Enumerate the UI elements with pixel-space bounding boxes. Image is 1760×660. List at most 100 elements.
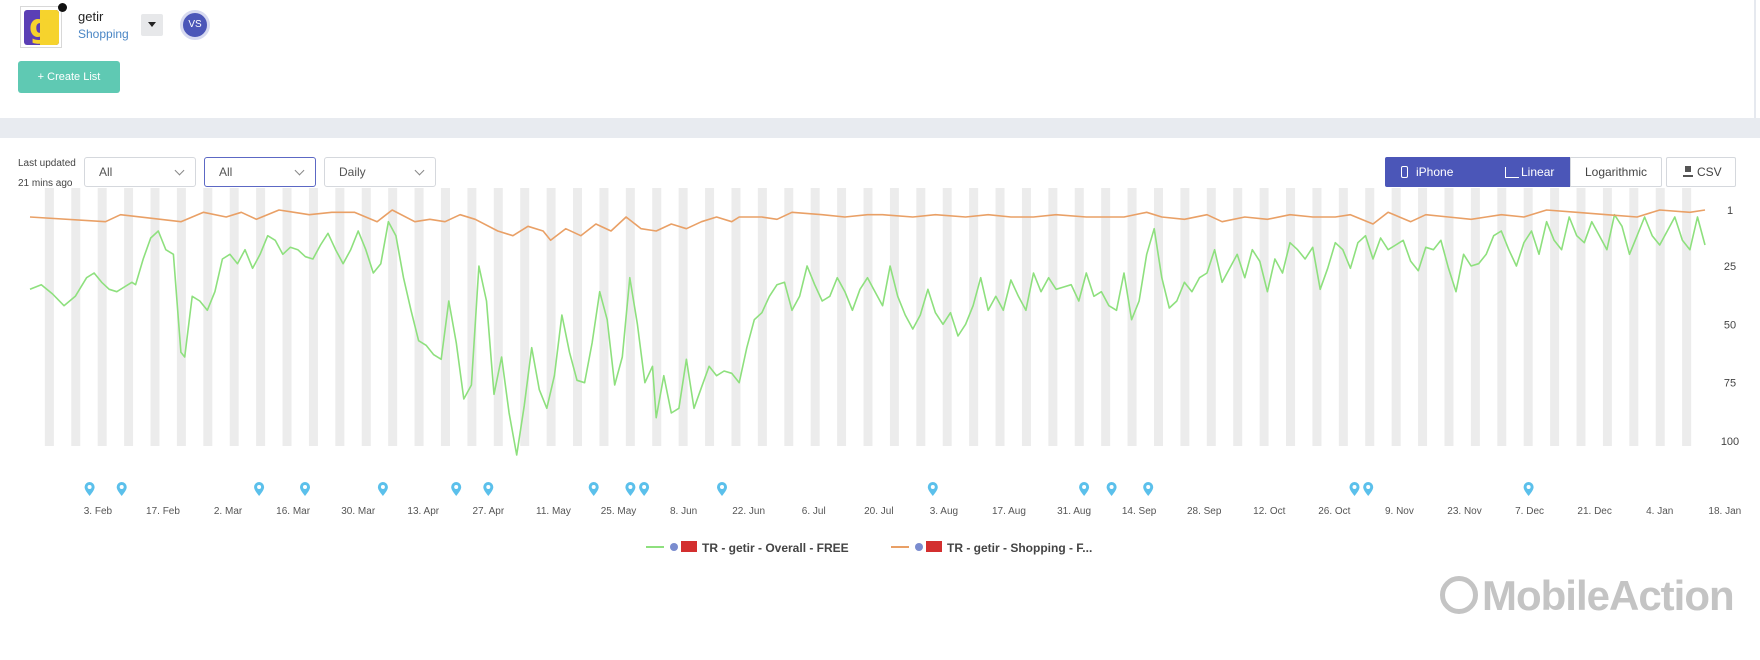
device-label: iPhone <box>1416 165 1454 179</box>
weekend-band <box>889 188 899 446</box>
weekend-band <box>1523 188 1533 446</box>
event-marker <box>254 482 265 496</box>
app-header-card: g getir Shopping VS + Create List <box>0 0 1756 118</box>
csv-export-button[interactable]: CSV <box>1666 157 1736 187</box>
weekend-band <box>388 188 398 446</box>
category-select-value: All <box>219 165 233 179</box>
marker-dot <box>628 485 633 489</box>
x-tick-label: 7. Dec <box>1515 506 1544 517</box>
x-tick-label: 26. Oct <box>1318 506 1350 517</box>
marker-dot <box>1366 485 1371 489</box>
x-tick-label: 25. May <box>601 506 637 517</box>
app-category[interactable]: Shopping <box>78 27 129 41</box>
weekend-band <box>995 188 1005 446</box>
x-tick-label: 28. Sep <box>1187 506 1222 517</box>
country-select[interactable]: All <box>84 157 196 187</box>
create-list-button[interactable]: + Create List <box>18 61 120 93</box>
turkey-flag-icon <box>681 541 697 552</box>
marker-dot <box>486 485 491 489</box>
weekend-band <box>124 188 134 446</box>
weekend-band <box>176 188 186 446</box>
chart-panel: Last updated 21 mins ago All All Daily i… <box>0 138 1756 558</box>
marker-dot <box>930 485 935 489</box>
event-marker <box>1349 482 1360 496</box>
weekend-band <box>1338 188 1348 446</box>
y-tick-label: 50 <box>1724 319 1736 331</box>
weekend-band <box>1655 188 1665 446</box>
app-icon[interactable]: g <box>20 3 67 48</box>
linear-scale-button[interactable]: Linear <box>1488 157 1570 187</box>
weekend-band <box>573 188 583 446</box>
weekend-band <box>308 188 318 446</box>
x-tick-label: 12. Oct <box>1253 506 1285 517</box>
weekend-band <box>1206 188 1216 446</box>
weekend-band <box>599 188 609 446</box>
weekend-band <box>440 188 450 446</box>
y-tick-label: 100 <box>1721 436 1739 448</box>
weekend-band <box>1418 188 1428 446</box>
weekend-band <box>282 188 292 446</box>
marker-dot <box>1109 485 1114 489</box>
marker-dot <box>303 485 307 489</box>
x-tick-label: 6. Jul <box>802 506 826 517</box>
weekend-band <box>916 188 926 446</box>
weekend-band <box>1180 188 1190 446</box>
category-select[interactable]: All <box>204 157 316 187</box>
event-marker <box>377 482 388 496</box>
x-tick-label: 17. Aug <box>992 506 1026 517</box>
app-dropdown-button[interactable] <box>141 14 163 36</box>
event-marker <box>84 482 95 496</box>
x-tick-label: 17. Feb <box>146 506 180 517</box>
weekend-band <box>1470 188 1480 446</box>
event-marker <box>483 482 494 496</box>
weekend-band <box>256 188 266 446</box>
app-name[interactable]: getir <box>78 9 104 24</box>
event-marker <box>639 482 650 496</box>
event-marker <box>1523 482 1534 496</box>
weekend-band <box>467 188 477 446</box>
weekend-band <box>335 188 345 446</box>
event-marker <box>451 482 462 496</box>
y-tick-label: 25 <box>1724 261 1736 273</box>
marker-dot <box>1146 485 1151 489</box>
logarithmic-scale-button[interactable]: Logarithmic <box>1570 157 1662 187</box>
weekend-band <box>652 188 662 446</box>
rank-history-chart: 1 25 50 75 100 3. Feb 17. Feb 2. Mar 16. Mar 30. … <box>29 188 1741 555</box>
vs-compare-button[interactable]: VS <box>180 10 210 40</box>
weekend-band <box>1391 188 1401 446</box>
marker-dot <box>1082 485 1087 489</box>
mobileaction-watermark: MobileAction <box>1438 568 1738 624</box>
rocket-logo-icon <box>1440 576 1478 614</box>
weekend-band <box>1048 188 1058 446</box>
weekend-band <box>863 188 873 446</box>
x-tick-label: 18. Jan <box>1708 506 1741 517</box>
x-tick-label: 8. Jun <box>670 506 697 517</box>
x-tick-label: 31. Aug <box>1057 506 1091 517</box>
csv-label: CSV <box>1697 165 1722 179</box>
brand-text: MobileAction <box>1482 572 1735 619</box>
marker-dot <box>642 485 647 489</box>
weekend-band <box>625 188 635 446</box>
x-tick-label: 13. Apr <box>407 506 439 517</box>
weekend-band <box>97 188 107 446</box>
x-tick-label: 21. Dec <box>1577 506 1611 517</box>
linear-label: Linear <box>1521 165 1555 179</box>
event-marker <box>1106 482 1117 496</box>
weekend-band <box>1497 188 1507 446</box>
event-marker <box>588 482 599 496</box>
weekend-band <box>493 188 503 446</box>
marker-dot <box>591 485 596 489</box>
download-icon <box>1683 166 1693 177</box>
event-marker <box>1079 482 1090 496</box>
weekend-band <box>731 188 741 446</box>
marker-dot <box>454 485 459 489</box>
weekend-band <box>1629 188 1639 446</box>
marker-dot <box>720 485 724 489</box>
interval-select[interactable]: Daily <box>324 157 436 187</box>
event-marker <box>1143 482 1154 496</box>
weekend-band <box>837 188 847 446</box>
x-tick-label: 16. Mar <box>276 506 311 517</box>
legend-label: TR - getir - Overall - FREE <box>702 541 849 555</box>
x-tick-label: 2. Mar <box>214 506 243 517</box>
weekend-band <box>1101 188 1111 446</box>
